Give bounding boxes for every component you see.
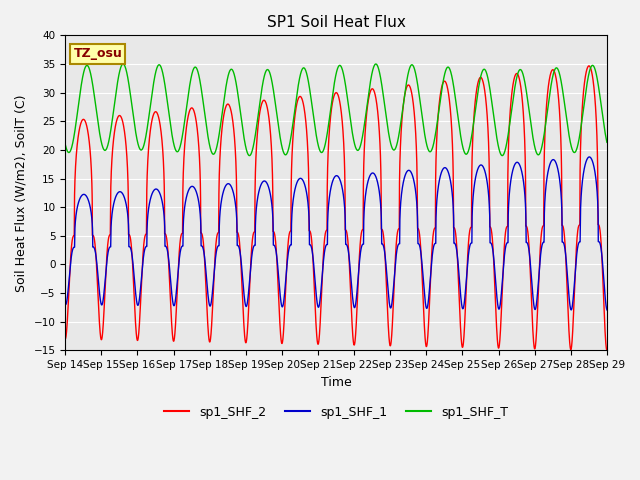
sp1_SHF_2 [488, 233, 496, 239]
sp1_SHF_T [458, 138, 465, 144]
sp1_SHF_2 [602, 345, 610, 351]
Title: SP1 Soil Heat Flux: SP1 Soil Heat Flux [267, 15, 406, 30]
X-axis label: Time: Time [321, 376, 351, 389]
sp1_SHF_T [316, 148, 324, 154]
sp1_SHF_2 [316, 327, 324, 333]
sp1_SHF_2 [603, 348, 611, 353]
Line: sp1_SHF_T: sp1_SHF_T [65, 64, 607, 156]
sp1_SHF_1 [603, 305, 611, 311]
Legend: sp1_SHF_2, sp1_SHF_1, sp1_SHF_T: sp1_SHF_2, sp1_SHF_1, sp1_SHF_T [159, 401, 513, 424]
Line: sp1_SHF_2: sp1_SHF_2 [65, 66, 607, 350]
sp1_SHF_2 [458, 337, 465, 343]
sp1_SHF_2 [61, 336, 69, 342]
sp1_SHF_1 [316, 300, 324, 305]
Y-axis label: Soil Heat Flux (W/m2), SoilT (C): Soil Heat Flux (W/m2), SoilT (C) [15, 94, 28, 292]
sp1_SHF_2 [428, 257, 435, 263]
sp1_SHF_T [428, 147, 435, 153]
sp1_SHF_T [488, 102, 496, 108]
sp1_SHF_1 [428, 263, 435, 268]
sp1_SHF_T [61, 142, 69, 147]
sp1_SHF_2 [585, 63, 593, 69]
sp1_SHF_1 [603, 307, 611, 313]
sp1_SHF_T [603, 137, 611, 143]
sp1_SHF_1 [458, 299, 465, 305]
sp1_SHF_2 [159, 145, 166, 151]
sp1_SHF_1 [61, 301, 69, 307]
Text: TZ_osu: TZ_osu [74, 48, 122, 60]
sp1_SHF_1 [586, 154, 593, 160]
sp1_SHF_1 [488, 243, 496, 249]
sp1_SHF_T [499, 153, 506, 158]
sp1_SHF_1 [159, 201, 166, 207]
sp1_SHF_T [159, 70, 166, 76]
sp1_SHF_1 [567, 307, 575, 313]
sp1_SHF_T [119, 61, 127, 67]
Line: sp1_SHF_1: sp1_SHF_1 [65, 157, 607, 310]
sp1_SHF_T [603, 140, 611, 145]
